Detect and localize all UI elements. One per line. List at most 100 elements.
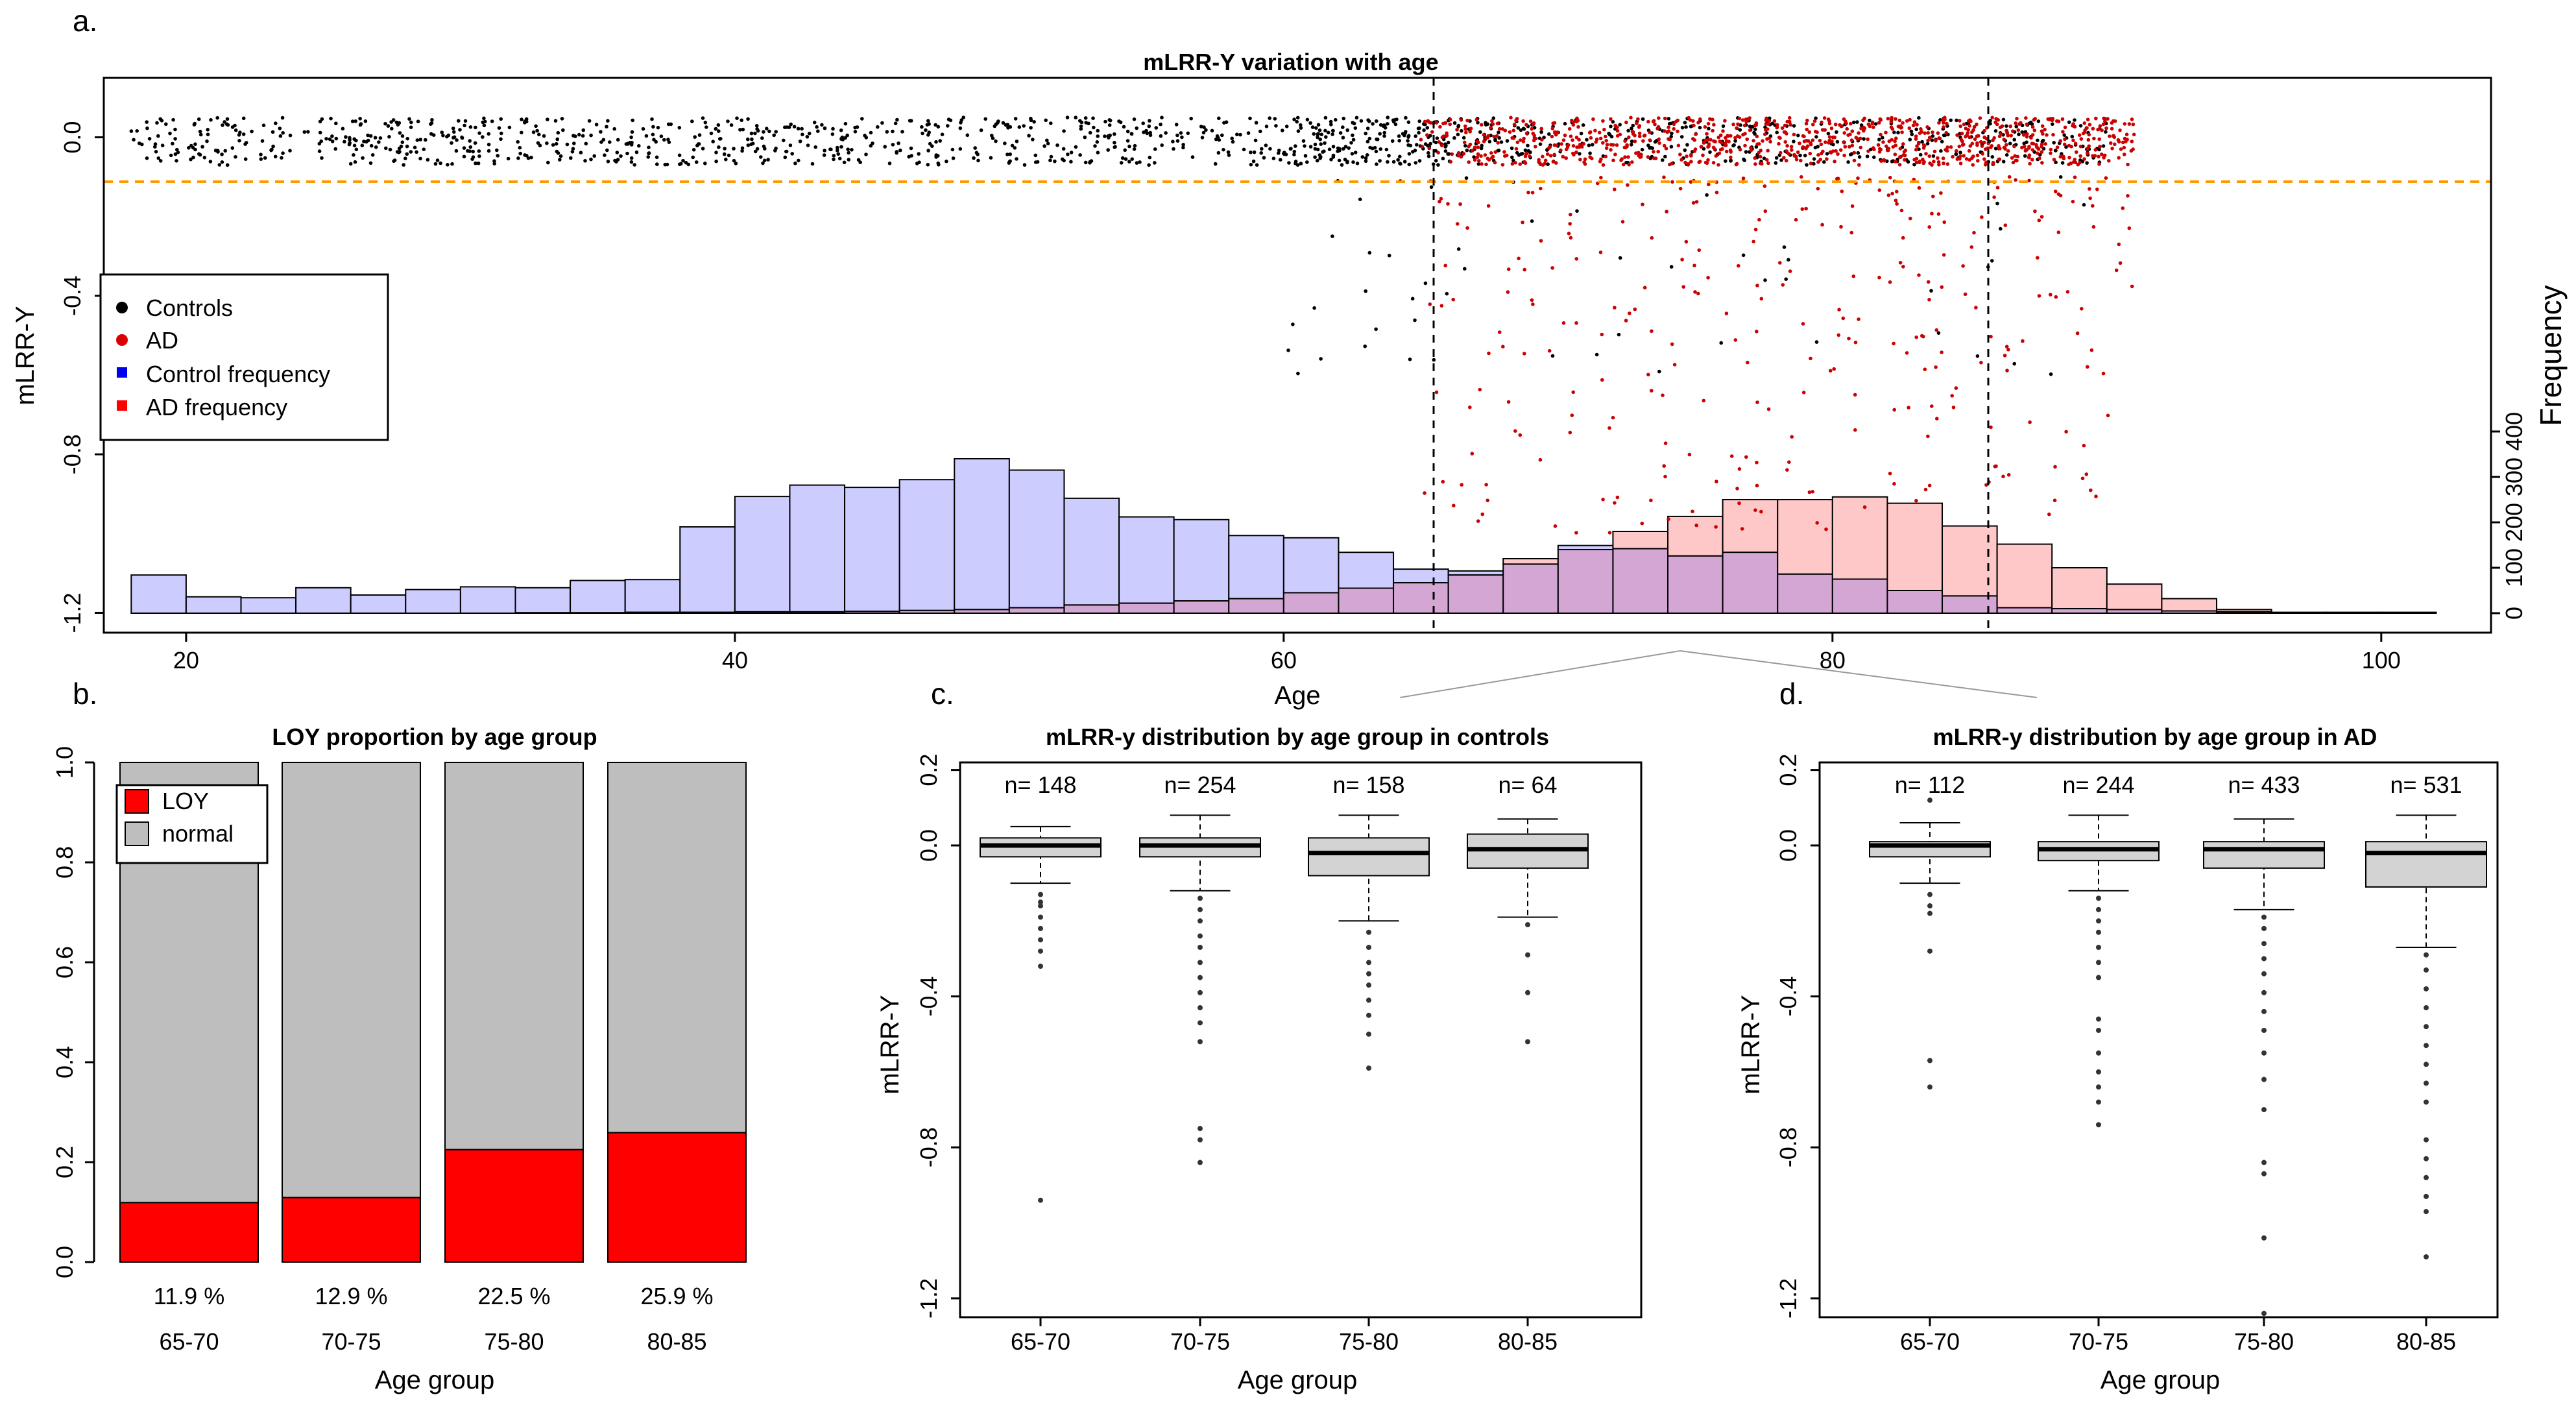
n-label: n= 112 — [1895, 772, 1965, 798]
scatter-point — [352, 137, 356, 141]
scatter-point — [1349, 141, 1353, 145]
scatter-point — [1755, 483, 1759, 488]
scatter-point — [471, 149, 475, 154]
scatter-point — [1629, 115, 1633, 120]
scatter-point — [1796, 150, 1800, 154]
scatter-point — [358, 123, 363, 127]
scatter-point — [1475, 117, 1479, 122]
scatter-point — [1856, 176, 1860, 180]
scatter-point — [1761, 139, 1764, 143]
scatter-point — [853, 125, 857, 130]
outlier-point — [2424, 1062, 2429, 1067]
scatter-point — [2101, 371, 2106, 376]
scatter-point — [1973, 137, 1977, 141]
scatter-point — [1899, 155, 1903, 159]
scatter-point — [1342, 147, 1345, 151]
scatter-point — [1460, 128, 1463, 133]
outlier-point — [2261, 925, 2267, 931]
scatter-point — [709, 131, 714, 136]
scatter-point — [1689, 180, 1693, 184]
scatter-point — [1574, 531, 1578, 535]
scatter-point — [1456, 132, 1460, 137]
scatter-point — [1702, 147, 1706, 151]
scatter-point — [1530, 191, 1535, 195]
scatter-point — [1323, 141, 1327, 145]
scatter-point — [796, 127, 800, 131]
scatter-point — [1426, 154, 1431, 158]
scatter-point — [1723, 119, 1727, 123]
scatter-point — [1991, 160, 1995, 165]
scatter-point — [2073, 158, 2077, 162]
scatter-point — [1748, 125, 1752, 128]
scatter-point — [1514, 147, 1519, 151]
scatter-point — [1591, 117, 1595, 121]
outlier-point — [1525, 990, 1530, 995]
scatter-point — [2023, 149, 2028, 153]
scatter-point — [1624, 120, 1628, 125]
scatter-point — [1398, 162, 1402, 165]
scatter-point — [1396, 158, 1400, 162]
outlier-point — [1927, 892, 1932, 897]
scatter-point — [1428, 141, 1432, 146]
scatter-point — [2027, 155, 2031, 160]
scatter-point — [1103, 119, 1107, 124]
scatter-point — [1692, 138, 1697, 142]
scatter-point — [1908, 117, 1912, 122]
scatter-point — [1450, 152, 1454, 156]
scatter-point — [2003, 223, 2008, 228]
scatter-point — [1828, 369, 1833, 373]
scatter-point — [887, 162, 892, 165]
scatter-point — [1391, 160, 1396, 164]
scatter-point — [462, 146, 466, 150]
scatter-point — [1941, 156, 1945, 160]
scatter-point — [1856, 151, 1860, 155]
scatter-point — [2030, 158, 2034, 162]
scatter-point — [230, 146, 235, 150]
scatter-point — [1181, 145, 1185, 150]
scatter-point — [1330, 234, 1334, 238]
scatter-point — [2030, 133, 2035, 137]
scatter-point — [1550, 127, 1555, 130]
scatter-point — [893, 121, 898, 125]
scatter-point — [1046, 141, 1050, 145]
scatter-point — [1679, 158, 1683, 162]
scatter-point — [1715, 190, 1719, 195]
scatter-point — [940, 132, 945, 136]
scatter-point — [1657, 137, 1661, 141]
hist-bar-overlap — [1447, 574, 1504, 614]
scatter-point — [1260, 147, 1264, 151]
scatter-point — [1912, 158, 1916, 162]
scatter-point — [1583, 157, 1587, 162]
scatter-point — [1406, 120, 1411, 125]
hist-bar — [1063, 497, 1120, 606]
scatter-point — [1882, 158, 1886, 162]
y-tick-label: -0.4 — [59, 276, 86, 316]
scatter-point — [1995, 201, 1999, 206]
scatter-point — [1013, 146, 1017, 150]
scatter-point — [1743, 143, 1747, 148]
scatter-point — [895, 117, 899, 122]
scatter-point — [1901, 121, 1905, 125]
scatter-point — [1242, 147, 1246, 152]
scatter-point — [1926, 131, 1930, 135]
age-group-label: 65-70 — [159, 1328, 219, 1355]
scatter-point — [714, 127, 718, 131]
scatter-point — [1694, 523, 1698, 528]
scatter-point — [1619, 158, 1623, 162]
scatter-point — [1171, 140, 1175, 143]
scatter-point — [678, 162, 682, 166]
scatter-point — [1728, 148, 1733, 152]
scatter-point — [2086, 151, 2089, 156]
scatter-point — [965, 133, 970, 138]
scatter-point — [565, 142, 570, 147]
scatter-point — [1746, 117, 1750, 121]
n-label: n= 531 — [2390, 772, 2462, 798]
scatter-point — [1888, 471, 1892, 476]
scatter-point — [647, 151, 651, 156]
scatter-point — [724, 157, 728, 162]
scatter-point — [1657, 141, 1661, 145]
x-tick-label: 80-85 — [2396, 1328, 2456, 1355]
plot-frame — [959, 761, 1643, 1319]
scatter-point — [1231, 140, 1235, 144]
hist-bar — [1173, 518, 1230, 602]
